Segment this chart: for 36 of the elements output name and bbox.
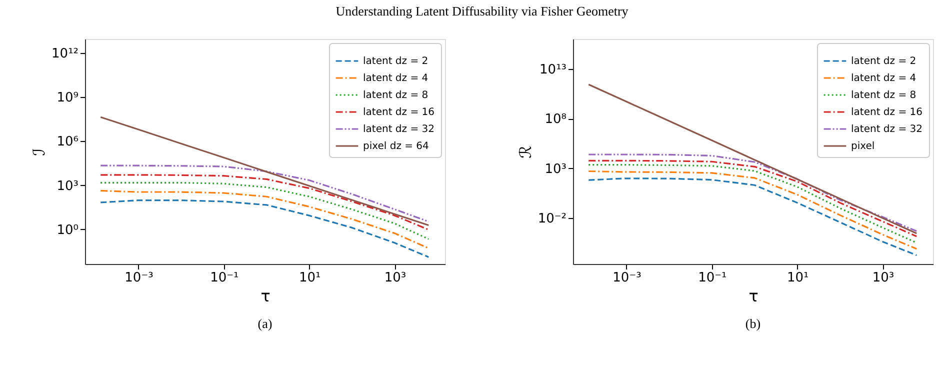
x-axis-title: τ [748, 286, 758, 306]
y-tick-label: 10³ [56, 178, 78, 194]
y-tick-label: 10⁻² [538, 212, 566, 227]
legend-label: latent dz = 4 [363, 73, 428, 84]
legend-label: latent dz = 2 [851, 56, 916, 67]
legend-label: latent dz = 8 [851, 90, 916, 101]
text: (a) [258, 316, 272, 331]
x-tick-label: 10¹ [786, 270, 809, 286]
legend-label: latent dz = 32 [851, 124, 922, 135]
x-axis-title: τ [260, 286, 270, 306]
y-axis-title: ℐ [30, 148, 49, 156]
y-tick-label: 10³ [544, 162, 566, 177]
legend-label: pixel dz = 64 [363, 141, 429, 152]
legend-label: latent dz = 16 [363, 107, 434, 118]
y-tick-label: 10⁰ [56, 222, 78, 238]
legend-label: latent dz = 32 [363, 124, 434, 135]
x-tick-label: 10⁻¹ [210, 270, 239, 286]
y-tick-label: 10¹² [52, 46, 78, 62]
legend-label: latent dz = 4 [851, 73, 916, 84]
y-axis-title: ℛ [516, 145, 535, 158]
x-tick-label: 10⁻¹ [698, 270, 727, 286]
x-tick-label: 10⁻³ [124, 270, 154, 286]
legend-label: latent dz = 2 [363, 56, 428, 67]
y-tick-label: 10⁹ [56, 90, 78, 106]
x-tick-label: 10³ [872, 270, 894, 286]
text: (b) [745, 316, 761, 331]
legend-label: pixel [851, 141, 875, 152]
x-tick-label: 10¹ [298, 270, 321, 286]
legend-label: latent dz = 8 [363, 90, 428, 101]
y-tick-label: 10⁸ [544, 112, 566, 128]
legend-label: latent dz = 16 [851, 107, 922, 118]
x-tick-label: 10³ [384, 270, 406, 286]
y-tick-label: 10¹³ [540, 62, 566, 78]
y-tick-label: 10⁶ [56, 134, 78, 150]
x-tick-label: 10⁻³ [612, 270, 642, 286]
text: Understanding Latent Diffusability via Fisher Geometry [336, 4, 629, 18]
